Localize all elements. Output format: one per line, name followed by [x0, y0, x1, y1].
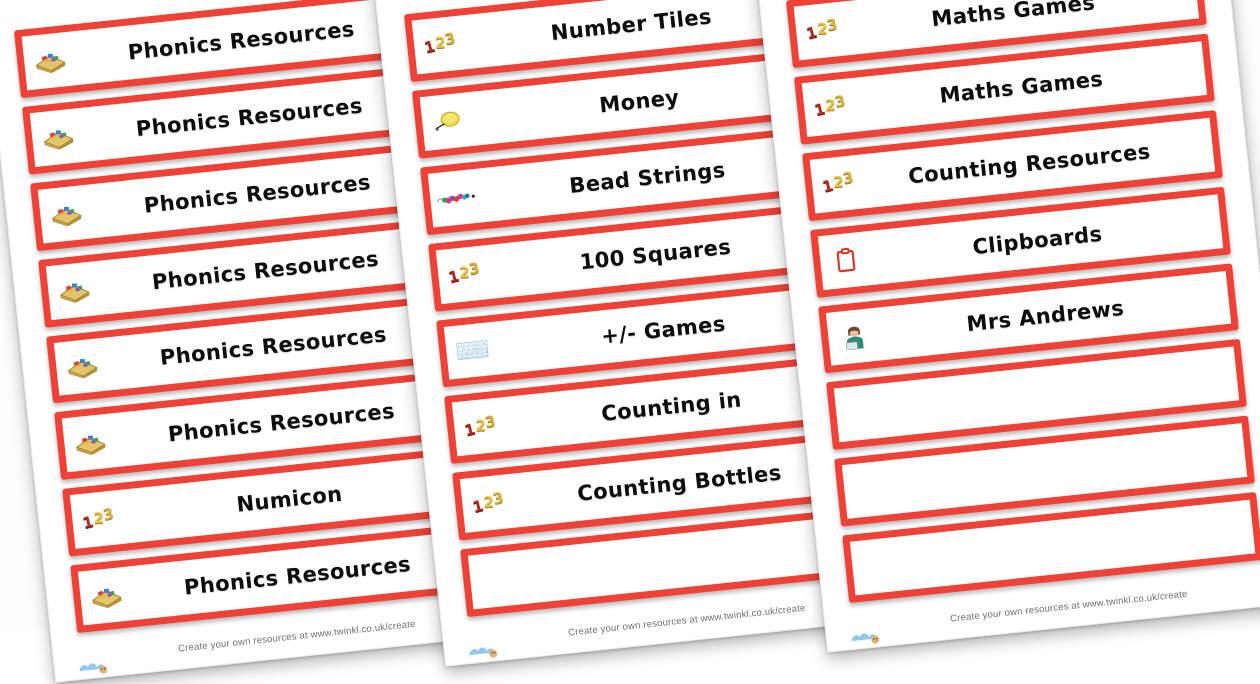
- label-card[interactable]: Money: [411, 47, 833, 159]
- svg-text:23: 23: [479, 354, 483, 358]
- number-123-icon: 123: [804, 15, 840, 44]
- twinkl-logo-icon: [466, 636, 502, 661]
- svg-text:9: 9: [468, 347, 470, 351]
- number-123-icon: 123: [80, 504, 116, 533]
- label-card-text: Numicon: [235, 481, 344, 517]
- label-card-text: +/- Games: [600, 312, 727, 349]
- svg-text:19: 19: [459, 356, 463, 360]
- svg-text:22: 22: [474, 355, 478, 359]
- label-card-text: 100 Squares: [578, 234, 733, 274]
- number-123-icon: 123: [820, 168, 856, 197]
- phonics-tray-icon: [37, 120, 80, 154]
- teacher-icon: [833, 320, 876, 354]
- svg-text:12: 12: [483, 346, 487, 350]
- no-icon: [849, 472, 892, 506]
- label-card-text: Maths Games: [930, 0, 1097, 32]
- label-card-text: Counting Resources: [907, 138, 1152, 189]
- label-card-text: Maths Games: [938, 66, 1105, 108]
- label-card-text: Counting in: [600, 387, 743, 427]
- phonics-tray-icon: [61, 350, 104, 384]
- no-icon: [841, 396, 884, 430]
- label-card-text: Mrs Andrews: [965, 296, 1126, 337]
- svg-text:3: 3: [468, 343, 470, 347]
- label-card-text: Phonics Resources: [142, 169, 372, 218]
- number-123-icon: 123: [812, 91, 848, 120]
- label-card-text: Number Tiles: [549, 4, 713, 46]
- phonics-tray-icon: [45, 197, 88, 231]
- maths-games-sheet[interactable]: 123 Maths Games 123 Maths Games 123 Counting …: [755, 0, 1260, 653]
- phonics-tray-icon: [85, 579, 128, 613]
- label-card-text: Phonics Resources: [158, 322, 388, 371]
- label-card[interactable]: Bead Strings: [420, 123, 841, 235]
- bead-string-icon: [435, 181, 478, 215]
- label-card-text: Bead Strings: [568, 157, 727, 198]
- svg-text:14: 14: [464, 352, 468, 356]
- svg-text:7: 7: [458, 348, 460, 352]
- label-card[interactable]: Mrs Andrews: [818, 262, 1239, 374]
- svg-text:4: 4: [473, 343, 475, 347]
- label-card-text: Phonics Resources: [134, 93, 364, 141]
- svg-text:20: 20: [464, 356, 468, 360]
- svg-text:16: 16: [474, 351, 478, 355]
- phonics-tray-icon: [69, 426, 112, 460]
- phonics-resources-sheet[interactable]: Phonics Resources Phonics Resources Phon…: [0, 0, 523, 683]
- svg-text:24: 24: [484, 353, 488, 357]
- svg-text:13: 13: [459, 352, 463, 356]
- label-card-text: Counting Bottles: [576, 460, 783, 507]
- twinkl-logo-icon: [76, 652, 112, 677]
- label-card-column: 123 Number Tiles Money Bead Strings 123 100…: [403, 0, 882, 618]
- label-card-text: Clipboards: [971, 221, 1104, 259]
- svg-text:18: 18: [483, 349, 487, 353]
- svg-text:2: 2: [463, 344, 465, 348]
- svg-text:15: 15: [469, 351, 473, 355]
- svg-text:6: 6: [483, 342, 485, 346]
- label-card-text: Money: [598, 84, 681, 118]
- clipboard-icon: [825, 243, 868, 277]
- svg-text:21: 21: [469, 355, 473, 359]
- label-card[interactable]: Phonics Resources: [38, 216, 459, 328]
- number-123-icon: 123: [470, 488, 506, 517]
- svg-text:1: 1: [458, 344, 460, 348]
- svg-text:5: 5: [478, 342, 480, 346]
- phonics-tray-icon: [29, 44, 72, 78]
- no-icon: [857, 549, 900, 583]
- label-card-column: Phonics Resources Phonics Resources Phon…: [13, 0, 492, 634]
- svg-text:10: 10: [473, 347, 477, 351]
- svg-text:17: 17: [478, 350, 482, 354]
- label-card[interactable]: Clipboards: [810, 186, 1231, 298]
- coin-icon: [427, 104, 470, 138]
- label-card[interactable]: Phonics Resources: [46, 292, 467, 404]
- number-123-icon: 123: [462, 411, 498, 440]
- label-card-text: Phonics Resources: [150, 246, 380, 294]
- phonics-tray-icon: [53, 273, 96, 307]
- number-123-icon: 123: [422, 29, 458, 58]
- label-card[interactable]: Phonics Resources: [30, 139, 451, 251]
- label-card-text: Phonics Resources: [166, 399, 396, 447]
- label-card[interactable]: Phonics Resources: [21, 63, 443, 175]
- label-card[interactable]: Phonics Resources: [13, 0, 435, 98]
- no-icon: [475, 563, 518, 597]
- number-123-icon: 123: [446, 258, 482, 287]
- twinkl-logo-icon: [848, 622, 884, 647]
- label-card[interactable]: Phonics Resources: [70, 522, 492, 634]
- label-card-text: Phonics Resources: [182, 551, 413, 600]
- label-card[interactable]: Phonics Resources: [54, 369, 475, 481]
- label-card-column: 123 Maths Games 123 Maths Games 123 Counting …: [785, 0, 1260, 604]
- svg-text:8: 8: [463, 348, 465, 352]
- label-card-text: Phonics Resources: [126, 16, 356, 65]
- svg-text:11: 11: [478, 346, 482, 350]
